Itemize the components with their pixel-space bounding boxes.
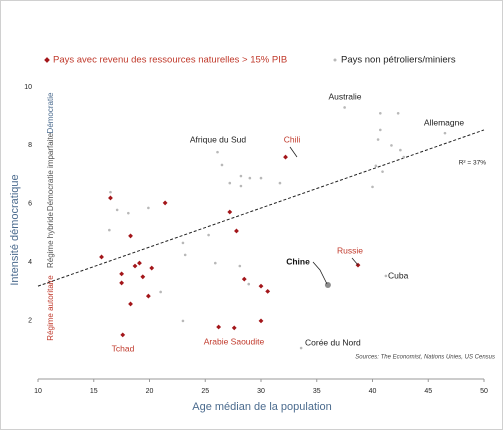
point xyxy=(299,346,303,350)
point xyxy=(147,206,150,210)
x-axis-title: Age médian de la population xyxy=(192,401,331,413)
point xyxy=(216,150,219,154)
point xyxy=(278,181,282,185)
leader-line xyxy=(289,146,298,158)
point xyxy=(258,283,264,289)
point xyxy=(390,144,393,147)
point xyxy=(258,318,264,324)
x-tick-label: 35 xyxy=(313,388,321,395)
leader-line xyxy=(351,257,359,266)
point xyxy=(220,163,224,167)
annotation: Arabie Saoudite xyxy=(204,336,265,346)
regime-label: Démocratie xyxy=(46,92,55,133)
point xyxy=(181,319,185,323)
point xyxy=(239,174,243,178)
point xyxy=(379,111,382,115)
annotation: Chili xyxy=(284,134,301,144)
point xyxy=(399,148,402,152)
regime-label: Régime hybride xyxy=(46,211,55,268)
annotation: Tchad xyxy=(112,343,135,353)
point xyxy=(384,274,388,278)
point xyxy=(324,281,331,288)
annotation: Corée du Nord xyxy=(305,337,361,347)
annotation: Australie xyxy=(328,91,361,101)
point xyxy=(145,293,151,299)
point xyxy=(120,332,126,338)
point xyxy=(247,282,251,286)
legend-label: Pays non pétroliers/miniers xyxy=(341,55,456,66)
point xyxy=(283,154,288,160)
trend-line xyxy=(37,129,485,287)
point xyxy=(108,195,113,201)
point xyxy=(127,211,130,215)
y-axis-title: Intensité démocratique xyxy=(9,174,21,285)
point xyxy=(109,190,112,194)
point xyxy=(159,290,162,294)
point xyxy=(381,170,384,173)
point xyxy=(376,138,380,141)
point xyxy=(396,111,400,115)
point xyxy=(183,253,187,257)
point xyxy=(140,274,146,280)
point xyxy=(371,185,374,189)
x-tick-label: 45 xyxy=(424,388,432,395)
regime-label: Régime autoritaire xyxy=(46,275,55,341)
annotation: Allemagne xyxy=(424,117,464,127)
point xyxy=(402,155,406,159)
annotation: Russie xyxy=(337,245,363,255)
point xyxy=(231,325,237,331)
x-tick-label: 15 xyxy=(90,388,98,395)
point xyxy=(108,228,111,232)
point xyxy=(213,261,217,265)
annotation: Afrique du Sud xyxy=(190,134,247,144)
point xyxy=(379,128,382,132)
point xyxy=(228,181,232,185)
point xyxy=(259,176,263,180)
y-tick-label: 2 xyxy=(28,317,32,324)
x-tick-label: 30 xyxy=(257,388,265,395)
x-tick-label: 20 xyxy=(146,388,154,395)
legend-marker xyxy=(333,58,337,62)
point xyxy=(137,260,142,266)
x-tick-label: 40 xyxy=(369,388,377,395)
point xyxy=(443,131,447,135)
annotation: Cuba xyxy=(388,270,409,280)
trend-label: R² = 37% xyxy=(459,160,486,167)
legend-label: Pays avec revenu des ressources naturell… xyxy=(53,55,287,66)
point xyxy=(239,184,243,188)
y-tick-label: 8 xyxy=(28,142,32,149)
y-tick-label: 4 xyxy=(28,259,32,266)
point xyxy=(374,164,378,168)
y-tick-label: 6 xyxy=(28,201,32,208)
point xyxy=(181,241,185,245)
point xyxy=(115,208,119,212)
point xyxy=(238,264,242,268)
point xyxy=(248,176,252,180)
point xyxy=(128,301,133,307)
leader-line xyxy=(312,261,328,285)
x-tick-label: 50 xyxy=(480,388,488,395)
point xyxy=(207,233,210,237)
source: Sources: The Economist, Nations Unies, U… xyxy=(355,355,495,361)
point xyxy=(99,254,104,260)
point xyxy=(132,263,138,269)
point xyxy=(343,106,346,109)
x-tick-label: 25 xyxy=(201,388,209,395)
y-tick-label: 10 xyxy=(24,84,32,91)
point xyxy=(241,276,247,282)
point xyxy=(216,324,222,330)
regime-label: Démocratie imparfaite xyxy=(46,132,55,211)
annotation: Chine xyxy=(286,256,310,266)
x-tick-label: 10 xyxy=(34,388,42,395)
